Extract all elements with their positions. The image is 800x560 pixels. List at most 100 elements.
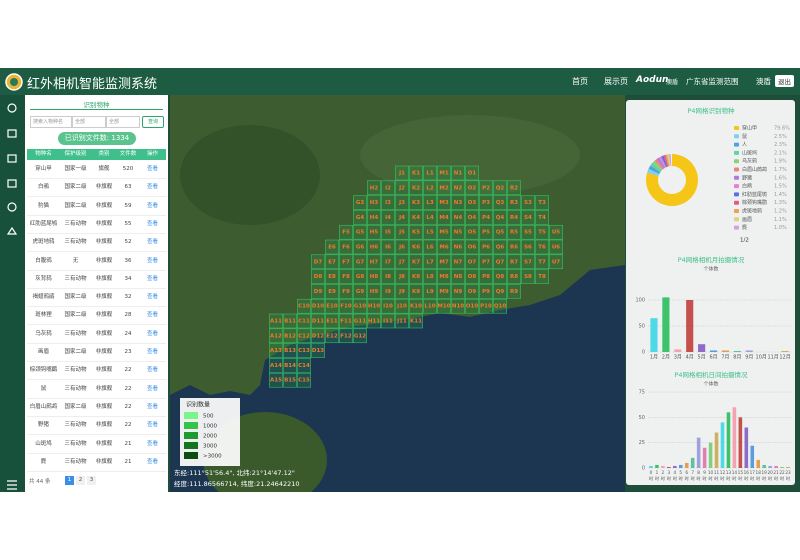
grid-cell[interactable] xyxy=(395,239,409,255)
grid-cell[interactable] xyxy=(535,224,549,240)
grid-cell[interactable] xyxy=(367,254,381,270)
grid-cell[interactable] xyxy=(297,298,311,314)
grid-cell[interactable] xyxy=(535,210,549,225)
page-button[interactable]: 3 xyxy=(87,476,96,485)
query-button[interactable]: 查询 xyxy=(142,116,164,128)
grid-cell[interactable] xyxy=(381,269,395,284)
grid-cell[interactable] xyxy=(353,224,367,240)
grid-cell[interactable] xyxy=(479,298,493,314)
grid-cell[interactable] xyxy=(353,284,367,299)
grid-cell[interactable] xyxy=(507,254,521,270)
grid-cell[interactable] xyxy=(339,254,353,270)
grid-cell[interactable] xyxy=(353,239,367,255)
view-link[interactable]: 查看 xyxy=(146,239,158,246)
grid-cell[interactable] xyxy=(381,284,395,299)
grid-cell[interactable] xyxy=(549,224,563,240)
grid-cell[interactable] xyxy=(395,165,409,181)
grid-cell[interactable] xyxy=(395,284,409,299)
grid-cell[interactable] xyxy=(423,239,437,255)
grid-cell[interactable] xyxy=(465,284,479,299)
grid-cell[interactable] xyxy=(381,224,395,240)
grid-cell[interactable] xyxy=(367,224,381,240)
grid-cell[interactable] xyxy=(339,239,353,255)
grid-cell[interactable] xyxy=(409,210,423,225)
grid-cell[interactable] xyxy=(409,224,423,240)
view-link[interactable]: 查看 xyxy=(146,312,158,319)
grid-cell[interactable] xyxy=(409,269,423,284)
grid-cell[interactable] xyxy=(297,343,311,358)
grid-cell[interactable] xyxy=(451,165,465,181)
grid-cell[interactable] xyxy=(367,284,381,299)
grid-cell[interactable] xyxy=(283,372,297,388)
grid-cell[interactable] xyxy=(283,328,297,344)
grid-cell[interactable] xyxy=(423,284,437,299)
grid-cell[interactable] xyxy=(493,269,507,284)
grid-cell[interactable] xyxy=(395,313,409,329)
grid-cell[interactable] xyxy=(437,254,451,270)
grid-cell[interactable] xyxy=(479,269,493,284)
grid-cell[interactable] xyxy=(493,224,507,240)
grid-cell[interactable] xyxy=(311,328,325,344)
map[interactable]: J1 K1 L1 M1 N1 O1 H2 I2 J2 K2 L2 M2 N2 O2 P2 Q2 R2 G3 H3 I3… xyxy=(170,95,625,492)
view-link[interactable]: 查看 xyxy=(146,367,158,374)
grid-cell[interactable] xyxy=(283,343,297,358)
grid-cell[interactable] xyxy=(339,313,353,329)
grid-cell[interactable] xyxy=(507,239,521,255)
grid-cell[interactable] xyxy=(437,284,451,299)
nav-home[interactable]: 首页 xyxy=(572,77,588,86)
grid-cell[interactable] xyxy=(283,313,297,329)
grid-cell[interactable] xyxy=(409,180,423,196)
grid-cell[interactable] xyxy=(423,269,437,284)
grid-cell[interactable] xyxy=(535,239,549,255)
grid-cell[interactable] xyxy=(507,195,521,210)
grid-cell[interactable] xyxy=(339,284,353,299)
grid-cell[interactable] xyxy=(423,165,437,181)
grid-cell[interactable] xyxy=(395,210,409,225)
grid-cell[interactable] xyxy=(297,313,311,329)
grid-cell[interactable] xyxy=(451,284,465,299)
grid-cell[interactable] xyxy=(269,313,283,329)
grid-cell[interactable] xyxy=(535,254,549,270)
filter-select[interactable]: 全部 xyxy=(72,116,106,128)
grid-cell[interactable] xyxy=(479,254,493,270)
grid-cell[interactable] xyxy=(451,195,465,210)
grid-cell[interactable] xyxy=(325,239,339,255)
grid-cell[interactable] xyxy=(437,180,451,196)
grid-cell[interactable] xyxy=(395,269,409,284)
grid-cell[interactable] xyxy=(381,210,395,225)
view-link[interactable]: 查看 xyxy=(146,440,158,447)
grid-cell[interactable] xyxy=(367,239,381,255)
grid-cell[interactable] xyxy=(367,195,381,210)
grid-cell[interactable] xyxy=(493,254,507,270)
grid-cell[interactable] xyxy=(353,313,367,329)
grid-cell[interactable] xyxy=(269,328,283,344)
grid-cell[interactable] xyxy=(423,210,437,225)
grid-cell[interactable] xyxy=(493,239,507,255)
grid-cell[interactable] xyxy=(493,298,507,314)
grid-cell[interactable] xyxy=(507,180,521,196)
grid-cell[interactable] xyxy=(465,239,479,255)
grid-cell[interactable] xyxy=(311,284,325,299)
view-link[interactable]: 查看 xyxy=(146,403,158,410)
grid-cell[interactable] xyxy=(269,343,283,358)
grid-cell[interactable] xyxy=(521,239,535,255)
grid-cell[interactable] xyxy=(311,298,325,314)
grid-cell[interactable] xyxy=(283,358,297,373)
grid-cell[interactable] xyxy=(353,269,367,284)
grid-cell[interactable] xyxy=(451,210,465,225)
grid-cell[interactable] xyxy=(437,269,451,284)
grid-cell[interactable] xyxy=(451,254,465,270)
nav-display[interactable]: 展示页 xyxy=(604,77,628,86)
grid-cell[interactable] xyxy=(381,239,395,255)
view-link[interactable]: 查看 xyxy=(146,422,158,429)
grid-cell[interactable] xyxy=(493,284,507,299)
region-select[interactable]: 广东省监测范围 xyxy=(686,77,739,86)
view-link[interactable]: 查看 xyxy=(146,275,158,282)
grid-cell[interactable] xyxy=(409,239,423,255)
grid-cell[interactable] xyxy=(339,269,353,284)
grid-cell[interactable] xyxy=(353,328,367,344)
view-link[interactable]: 查看 xyxy=(146,257,158,264)
grid-cell[interactable] xyxy=(339,298,353,314)
grid-cell[interactable] xyxy=(437,195,451,210)
grid-cell[interactable] xyxy=(451,269,465,284)
